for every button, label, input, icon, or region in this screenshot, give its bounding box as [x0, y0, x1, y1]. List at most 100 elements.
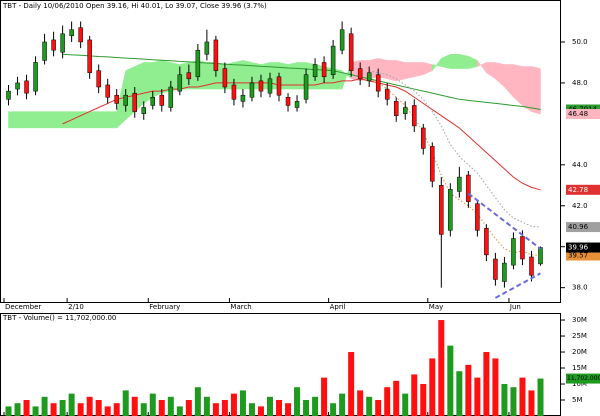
volume-bar	[537, 378, 544, 416]
volume-bar	[104, 406, 111, 416]
cloud	[414, 62, 424, 78]
volume-bar	[420, 384, 427, 416]
volume-bar	[59, 400, 66, 416]
cloud	[152, 60, 163, 98]
candle-body	[357, 68, 363, 80]
volume-bar	[456, 371, 463, 416]
volume-bar	[321, 377, 328, 416]
candle-body	[249, 82, 255, 98]
value-box	[566, 184, 600, 195]
volume-bar	[519, 377, 526, 416]
x-tick-label: Jun	[509, 303, 521, 311]
cloud	[477, 59, 487, 74]
volume-bar	[131, 396, 138, 416]
volume-bar	[32, 406, 39, 416]
candle-body	[87, 39, 92, 73]
candle-body	[538, 247, 543, 265]
candle-body	[159, 94, 165, 106]
volume-title: TBT - Volume() = 11,702,000.00	[2, 314, 116, 322]
value-box-label: 40.96	[568, 223, 589, 231]
volume-bar	[438, 320, 445, 416]
volume-bar	[375, 400, 382, 416]
y-tick-label: 15M	[572, 364, 587, 372]
chart-title: TBT - Daily 10/06/2010 Open 39.16, Hi 40…	[2, 2, 267, 10]
candle-body	[258, 80, 264, 92]
candle-body	[204, 41, 210, 55]
candle-body	[141, 107, 147, 114]
cloud	[395, 60, 406, 82]
candle-body	[294, 101, 300, 108]
candle-body	[430, 146, 435, 182]
cloud	[98, 111, 108, 129]
candle-body	[366, 72, 372, 82]
volume-bar	[5, 406, 12, 416]
line-series	[368, 78, 541, 257]
candle-body	[475, 203, 480, 231]
volume-bar	[510, 387, 517, 416]
volume-bar	[483, 352, 490, 416]
value-box	[566, 373, 600, 384]
candle-body	[439, 185, 444, 235]
candle-body	[6, 90, 11, 100]
candle-body	[520, 236, 525, 260]
volume-bar	[95, 400, 102, 416]
y-tick-label: 20M	[572, 348, 587, 356]
candle-body	[529, 256, 534, 276]
candle-body	[69, 29, 74, 37]
volume-bar	[429, 358, 436, 416]
candle-body	[484, 228, 489, 256]
candle-body	[330, 45, 336, 75]
volume-bar	[393, 380, 400, 416]
value-box-label: 39.57	[568, 252, 588, 260]
y-tick-label: 44.0	[572, 161, 588, 169]
volume-bar	[248, 403, 255, 416]
cloud	[441, 53, 451, 69]
volume-bar	[14, 403, 21, 416]
volume-bar	[113, 403, 120, 416]
volume-bar	[230, 393, 237, 416]
value-box	[566, 250, 600, 261]
volume-bar	[68, 393, 75, 416]
candle-body	[33, 62, 38, 92]
y-tick-label: 5M	[572, 396, 583, 404]
candle-body	[511, 238, 516, 266]
volume-bar	[185, 400, 192, 416]
cloud	[53, 111, 63, 129]
cloud	[513, 64, 523, 107]
value-box	[566, 222, 600, 233]
volume-bar	[303, 400, 310, 416]
y-tick-label: 50.0	[572, 38, 588, 46]
value-box-label: 39.96	[568, 244, 589, 252]
volume-bar	[140, 403, 147, 416]
x-tick-label: December	[5, 303, 41, 311]
value-box	[566, 109, 600, 120]
cloud	[522, 66, 532, 113]
cloud	[62, 111, 72, 129]
volume-bar	[384, 387, 391, 416]
candle-body	[78, 27, 83, 43]
candle-body	[348, 33, 354, 71]
volume-bar	[294, 387, 301, 416]
x-tick-label: May	[429, 303, 443, 311]
volume-bar	[203, 396, 210, 416]
cloud	[26, 111, 36, 129]
candle-body	[493, 258, 498, 280]
cloud	[386, 60, 397, 82]
candle-body	[384, 88, 390, 100]
volume-bar	[266, 396, 273, 416]
cloud	[450, 54, 460, 69]
line-series	[369, 70, 541, 228]
volume-bar	[149, 393, 156, 416]
volume-bar	[411, 374, 418, 416]
volume-bar	[357, 390, 364, 416]
y-tick-label: 38.0	[572, 284, 588, 292]
x-tick-label: April	[330, 303, 346, 311]
candle-body	[24, 80, 29, 94]
cloud	[71, 111, 81, 129]
y-tick-label: 42.0	[572, 202, 588, 210]
volume-bar	[221, 400, 228, 416]
candle-body	[240, 94, 246, 102]
cloud	[423, 62, 433, 76]
candle-body	[312, 64, 318, 78]
